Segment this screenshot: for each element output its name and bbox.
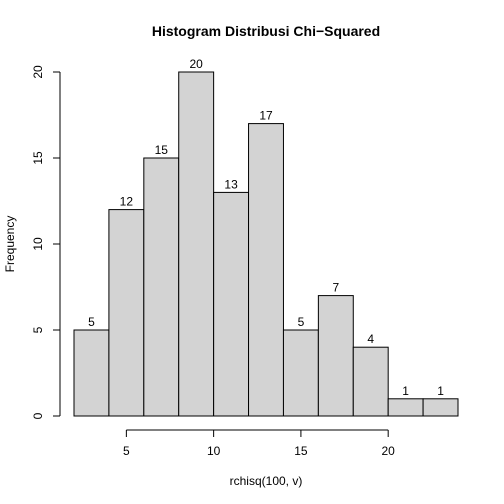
x-axis-label: rchisq(100, v) [230,474,303,488]
histogram-bar-3 [143,157,180,417]
histogram-bar-4 [178,71,215,417]
y-tick-label-0: 0 [31,412,45,419]
histogram-bar-10 [387,398,424,417]
bar-count-label-3: 15 [155,143,169,157]
bar-count-label-9: 4 [367,332,374,346]
bar-count-label-4: 20 [190,57,204,71]
bar-count-label-11: 1 [437,384,444,398]
histogram-bar-11 [422,398,459,417]
bar-count-label-10: 1 [402,384,409,398]
histogram-bar-6 [248,123,284,417]
y-axis-label: Frequency [3,216,17,273]
bar-count-label-6: 17 [259,109,273,123]
bar-count-label-2: 12 [120,195,134,209]
bar-count-label-7: 5 [298,315,305,329]
x-axis: 5 10 15 20 [123,429,396,458]
y-tick-label-20: 20 [31,65,45,79]
histogram-bar-7 [282,329,319,417]
x-tick-label-10: 10 [207,444,221,458]
histogram-bar-5 [213,191,250,417]
histogram-bar-1 [73,329,110,417]
bar-count-label-8: 7 [332,281,339,295]
chart-title: Histogram Distribusi Chi−Squared [152,23,380,39]
y-tick-label-10: 10 [31,237,45,251]
bar-count-label-5: 13 [224,177,238,191]
x-tick-label-20: 20 [382,444,396,458]
bar-labels-group: 5 12 15 20 13 17 5 7 4 1 1 [88,57,444,398]
histogram-bar-8 [317,295,354,417]
bar-count-label-1: 5 [88,315,95,329]
y-tick-label-15: 15 [31,151,45,165]
x-tick-label-5: 5 [123,444,130,458]
y-axis: 0 5 10 15 20 [31,65,61,419]
histogram-bar-9 [352,346,389,417]
x-tick-label-15: 15 [294,444,308,458]
y-tick-label-5: 5 [31,326,45,333]
histogram-bar-2 [108,209,145,417]
bars-group [73,71,459,417]
